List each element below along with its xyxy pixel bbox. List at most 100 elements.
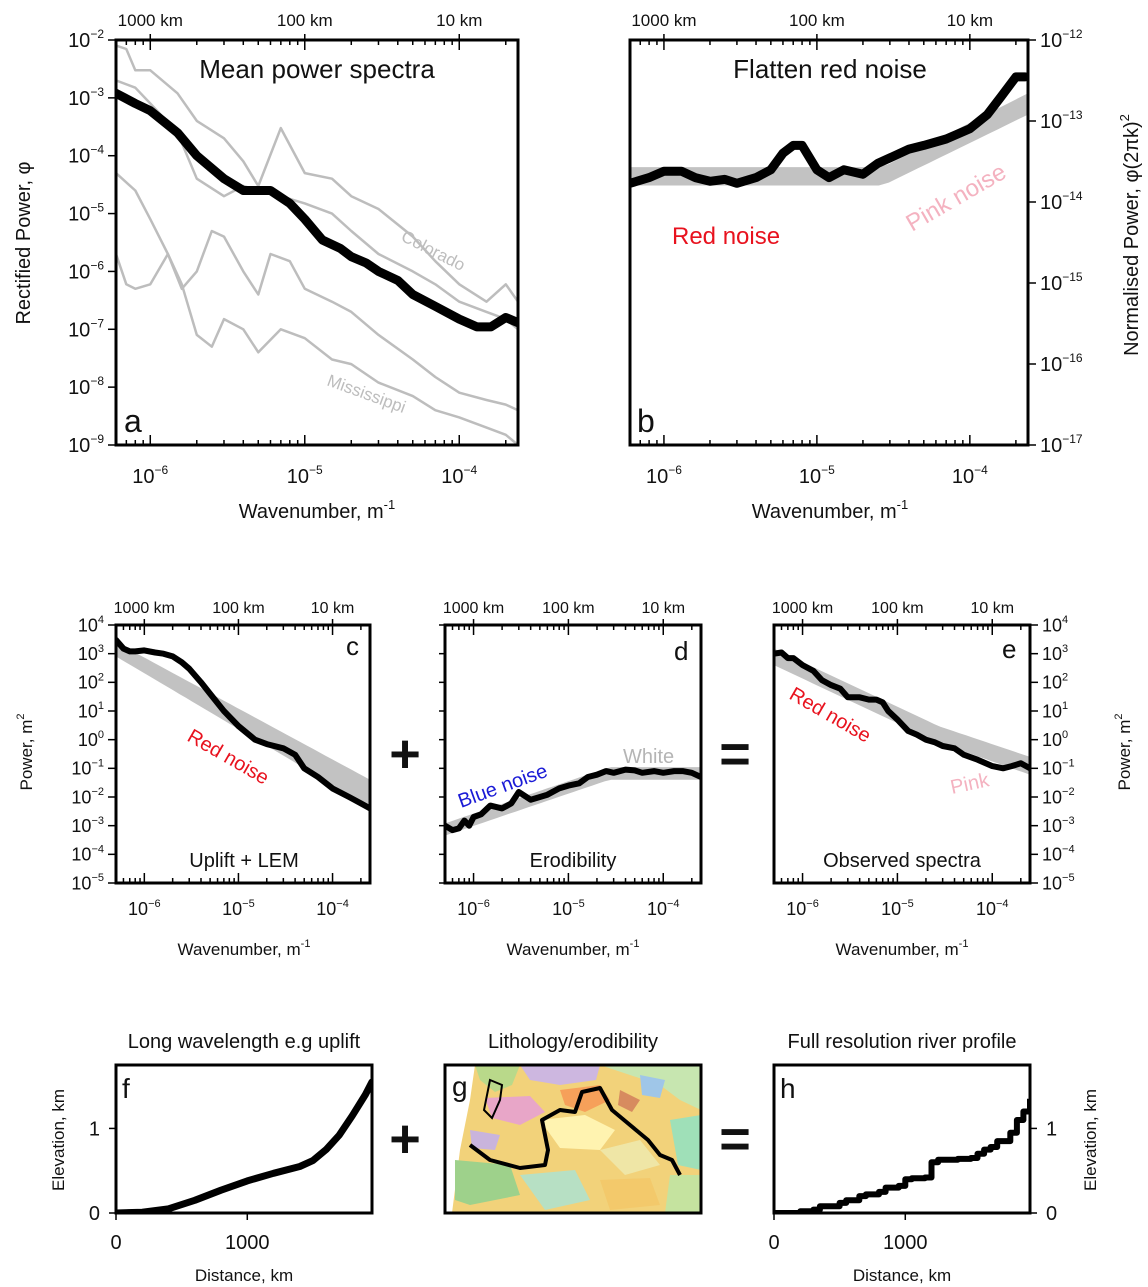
panel-b: 10−6 10−5 10−4 1000 km 100 km 10 km 10−12 10−13… bbox=[628, 11, 1143, 523]
spectrum-line bbox=[116, 637, 370, 812]
map-watershed-outline bbox=[468, 1086, 682, 1176]
panel-e-letter: e bbox=[1002, 634, 1016, 664]
top-axis-label: 1000 km bbox=[114, 600, 175, 617]
x-tick-label: 1000 bbox=[225, 1232, 270, 1254]
panel-g-lithology-map: Lithology/erodibility g bbox=[443, 1031, 703, 1215]
x-tick-label: 10−6 bbox=[457, 898, 490, 919]
annotation-colorado: Colorado bbox=[398, 227, 468, 275]
annotation-mississippi: Mississippi bbox=[325, 371, 409, 417]
plus-operator-row2: + bbox=[389, 724, 421, 784]
x-tick-label: 10−5 bbox=[881, 898, 914, 919]
y-tick-label: 10−7 bbox=[68, 316, 104, 341]
x-tick-label: 10−4 bbox=[316, 898, 349, 919]
panel-d-title: Erodibility bbox=[530, 850, 617, 872]
panel-c-ylabel: Power, m2 bbox=[15, 714, 36, 791]
x-tick-label: 1000 bbox=[883, 1232, 928, 1254]
panel-h-xlabel: Distance, km bbox=[853, 1266, 951, 1285]
panel-a-xlabel: Wavenumber, m-1 bbox=[239, 497, 395, 523]
panel-c-letter: c bbox=[346, 631, 359, 661]
top-axis-label: 1000 km bbox=[118, 11, 183, 30]
equals-operator-row2: = bbox=[719, 724, 751, 784]
y-tick-label: 101 bbox=[1042, 700, 1068, 721]
y-tick-label: 10−4 bbox=[1042, 844, 1075, 865]
y-tick-label: 10−17 bbox=[1040, 432, 1083, 457]
y-tick-label: 10−2 bbox=[68, 27, 104, 52]
panel-b-title: Flatten red noise bbox=[733, 54, 927, 84]
y-tick-label: 10−1 bbox=[1042, 758, 1075, 779]
panel-d-letter: d bbox=[674, 636, 688, 666]
equals-operator-row3: = bbox=[719, 1109, 751, 1169]
y-tick-label: 10−3 bbox=[1042, 815, 1075, 836]
annotation-red-noise-b: Red noise bbox=[672, 223, 780, 250]
annotation-pink-noise-b: Pink noise bbox=[902, 158, 1011, 237]
y-tick-label: 10−15 bbox=[1040, 270, 1083, 295]
y-tick-label: 102 bbox=[78, 672, 104, 693]
x-tick-label: 10−5 bbox=[222, 898, 255, 919]
panel-h-letter: h bbox=[780, 1073, 796, 1104]
panel-e-title: Observed spectra bbox=[823, 850, 982, 872]
panel-a-frame bbox=[114, 38, 520, 447]
x-tick-label: 10−5 bbox=[799, 463, 835, 488]
x-tick-label: 10−6 bbox=[786, 898, 819, 919]
panel-c: 10−6 10−5 10−4 1000 km 100 km 10 km 104 103 102 1… bbox=[15, 600, 372, 959]
y-tick-label: 0 bbox=[1046, 1203, 1057, 1225]
panel-d-xlabel: Wavenumber, m-1 bbox=[507, 938, 640, 959]
top-axis-label: 100 km bbox=[277, 11, 333, 30]
y-tick-label: 103 bbox=[78, 643, 104, 664]
top-axis-label: 1000 km bbox=[772, 600, 833, 617]
y-tick-label: 10−1 bbox=[71, 758, 104, 779]
panel-g-title: Lithology/erodibility bbox=[488, 1031, 658, 1053]
panel-h-ylabel: Elevation, km bbox=[1081, 1089, 1100, 1191]
noise-model-band bbox=[774, 648, 1030, 775]
noise-model-band bbox=[116, 642, 370, 807]
y-tick-label: 103 bbox=[1042, 643, 1068, 664]
y-tick-label: 10−2 bbox=[1042, 786, 1075, 807]
panel-f-title: Long wavelength e.g uplift bbox=[128, 1031, 361, 1053]
y-tick-label: 10−6 bbox=[68, 258, 104, 283]
x-tick-label: 10−5 bbox=[287, 463, 323, 488]
y-tick-label: 104 bbox=[1042, 614, 1068, 635]
panel-f: 0 1000 0 1 Long wavelength e.g uplift f Dis… bbox=[49, 1031, 374, 1285]
y-tick-label: 10−5 bbox=[1042, 872, 1075, 893]
annotation-pink-e: Pink bbox=[948, 769, 992, 799]
panel-c-frame bbox=[114, 623, 372, 885]
x-tick-label: 10−6 bbox=[646, 463, 682, 488]
y-tick-label: 104 bbox=[78, 614, 104, 635]
top-axis-label: 1000 km bbox=[631, 11, 696, 30]
river-spectrum-line bbox=[116, 252, 518, 445]
panel-f-letter: f bbox=[122, 1073, 130, 1104]
panel-h-title: Full resolution river profile bbox=[788, 1031, 1017, 1053]
panel-b-xlabel: Wavenumber, m-1 bbox=[752, 497, 908, 523]
y-tick-label: 10−16 bbox=[1040, 351, 1083, 376]
top-axis-label: 10 km bbox=[436, 11, 482, 30]
y-tick-label: 10−9 bbox=[68, 432, 104, 457]
map-geology-patches bbox=[445, 1065, 701, 1213]
panel-f-ylabel: Elevation, km bbox=[49, 1089, 68, 1191]
noise-model-band bbox=[630, 93, 1028, 186]
x-tick-label: 0 bbox=[768, 1232, 779, 1254]
y-tick-label: 10−3 bbox=[71, 815, 104, 836]
top-axis-label: 1000 km bbox=[443, 600, 504, 617]
panel-b-letter: b bbox=[637, 403, 655, 439]
river-spectrum-line bbox=[116, 79, 518, 331]
river-profile-line bbox=[774, 1098, 1030, 1213]
panel-a-title: Mean power spectra bbox=[199, 54, 435, 84]
top-axis-label: 100 km bbox=[212, 600, 264, 617]
panel-a-letter: a bbox=[124, 403, 142, 439]
y-tick-label: 100 bbox=[78, 729, 104, 750]
panel-f-frame bbox=[114, 1063, 374, 1215]
panel-b-frame bbox=[628, 38, 1030, 447]
panel-e-frame bbox=[772, 623, 1032, 885]
top-axis-label: 100 km bbox=[789, 11, 845, 30]
top-axis-label: 100 km bbox=[542, 600, 594, 617]
x-tick-label: 10−5 bbox=[552, 898, 585, 919]
y-tick-label: 10−14 bbox=[1040, 189, 1083, 214]
x-tick-label: 10−4 bbox=[976, 898, 1009, 919]
y-tick-label: 10−3 bbox=[68, 85, 104, 110]
panel-f-xlabel: Distance, km bbox=[195, 1266, 293, 1285]
panel-b-ylabel: Normalised Power, φ(2πk)2 bbox=[1117, 114, 1143, 356]
y-tick-label: 10−4 bbox=[68, 143, 104, 168]
uplift-profile-line bbox=[116, 1078, 372, 1213]
